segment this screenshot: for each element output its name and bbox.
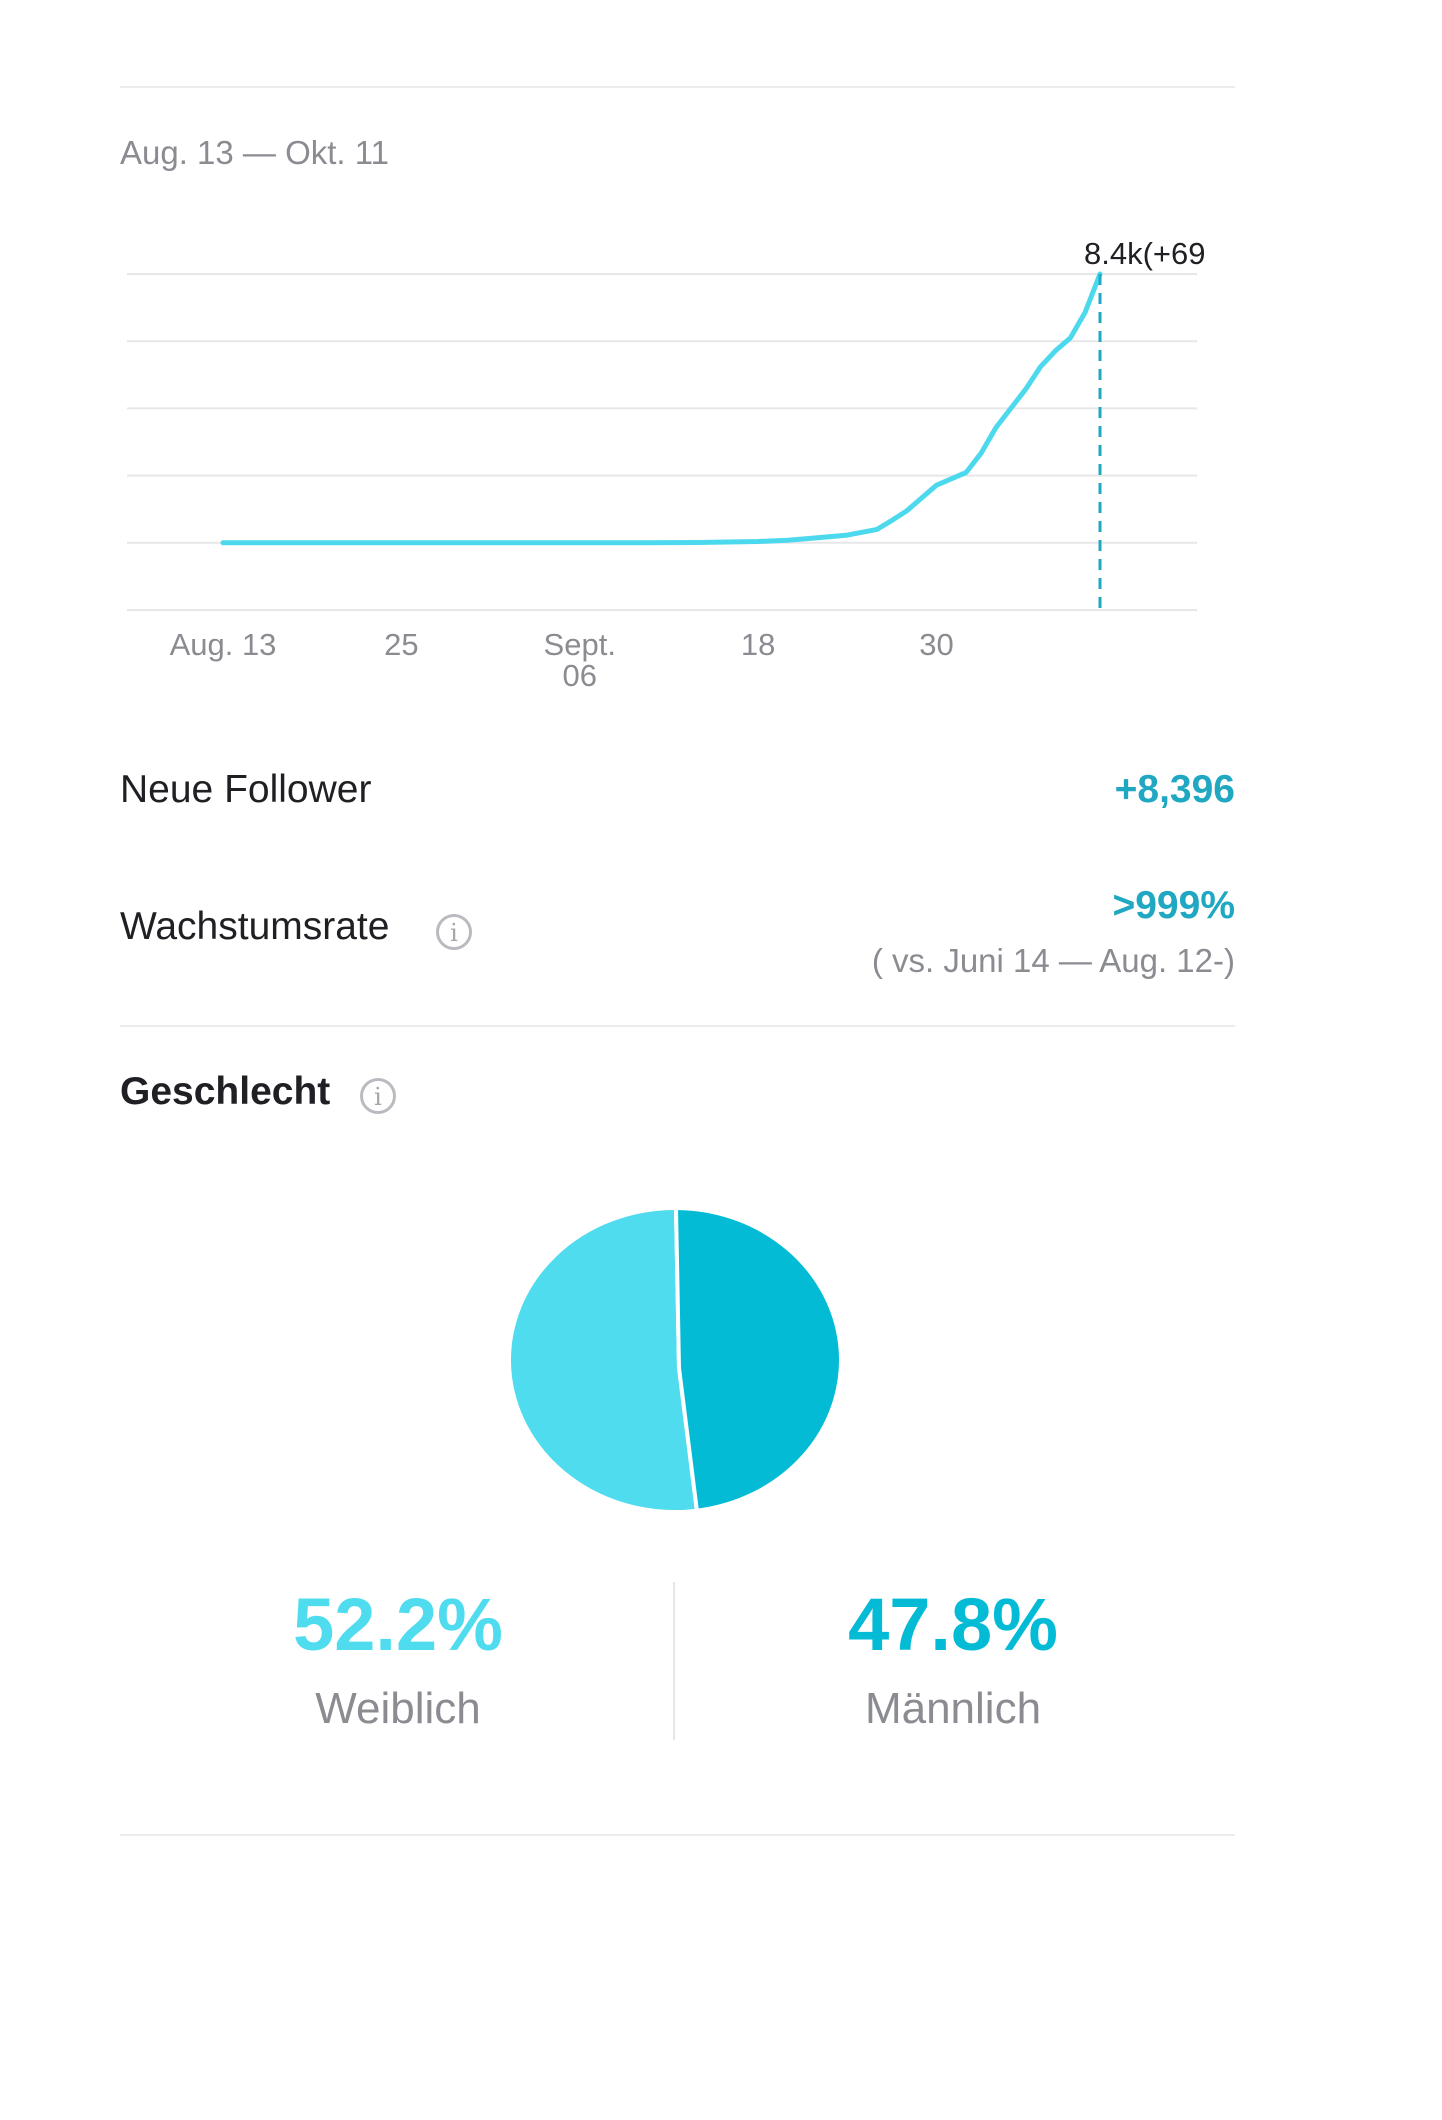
- growth-rate-value: >999%: [1112, 884, 1235, 927]
- x-tick-label: Sept. 06: [544, 627, 616, 693]
- followers-series-line: [220, 271, 1103, 546]
- x-tick-label: 30: [919, 627, 953, 662]
- bottom-divider: [120, 1834, 1235, 1836]
- follower-line-chart: Aug. 13 25 Sept. 06 18 30 8.4k(+69: [127, 236, 1206, 693]
- x-tick-label: Aug. 13: [170, 627, 277, 662]
- male-percentage: 47.8%: [848, 1583, 1058, 1666]
- x-tick-label: 18: [741, 627, 775, 662]
- hover-value-label: 8.4k(+69: [1084, 236, 1206, 271]
- female-label: Weiblich: [315, 1684, 481, 1733]
- growth-rate-comparison: ( vs. Juni 14 — Aug. 12-): [871, 942, 1235, 979]
- pie-slice-female: [507, 1206, 700, 1514]
- male-label: Männlich: [864, 1684, 1042, 1733]
- x-tick-label: 25: [384, 627, 418, 662]
- growth-rate-label: Wachstumsrate: [120, 905, 390, 948]
- info-icon[interactable]: i: [436, 914, 472, 950]
- new-followers-value: +8,396: [1114, 768, 1235, 811]
- date-range-label: Aug. 13 — Okt. 11: [120, 134, 390, 171]
- gender-section-title: Geschlecht: [120, 1070, 331, 1113]
- section-divider: [120, 1025, 1235, 1027]
- gender-divider: [673, 1582, 675, 1740]
- new-followers-label: Neue Follower: [120, 768, 372, 811]
- gender-pie-chart: [507, 1205, 843, 1514]
- info-icon[interactable]: i: [360, 1078, 396, 1114]
- top-divider: [120, 86, 1235, 88]
- pie-slice-male: [673, 1205, 843, 1513]
- female-percentage: 52.2%: [293, 1583, 503, 1666]
